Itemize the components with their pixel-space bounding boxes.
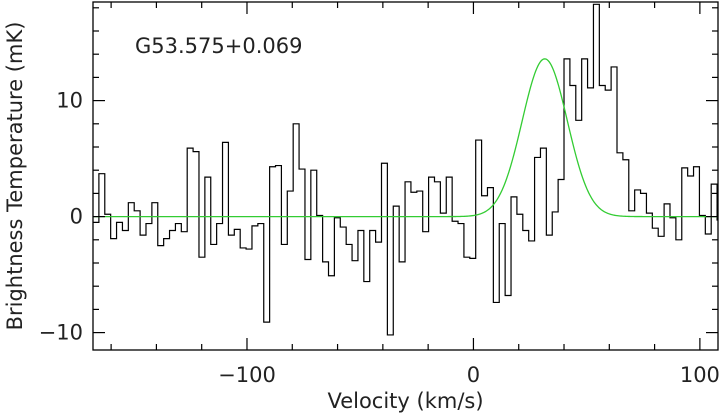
spectrum-histogram-line	[93, 3, 718, 336]
source-name-annotation: G53.575+0.069	[135, 34, 302, 58]
x-axis-label: Velocity (km/s)	[327, 389, 483, 413]
y-tick-label: 0	[70, 205, 83, 229]
plot-frame	[92, 1, 719, 351]
y-tick-label: 10	[56, 89, 83, 113]
gaussian-fit-line	[93, 58, 718, 218]
chart-marks	[93, 3, 718, 336]
y-tick-label: −10	[39, 321, 83, 345]
axis-ticks	[93, 2, 718, 350]
plot-area	[92, 1, 719, 351]
x-tick-label: 100	[680, 363, 720, 387]
y-axis-label: Brightness Temperature (mK)	[3, 22, 27, 331]
x-tick-label: −100	[218, 363, 276, 387]
x-tick-label: 0	[467, 363, 480, 387]
